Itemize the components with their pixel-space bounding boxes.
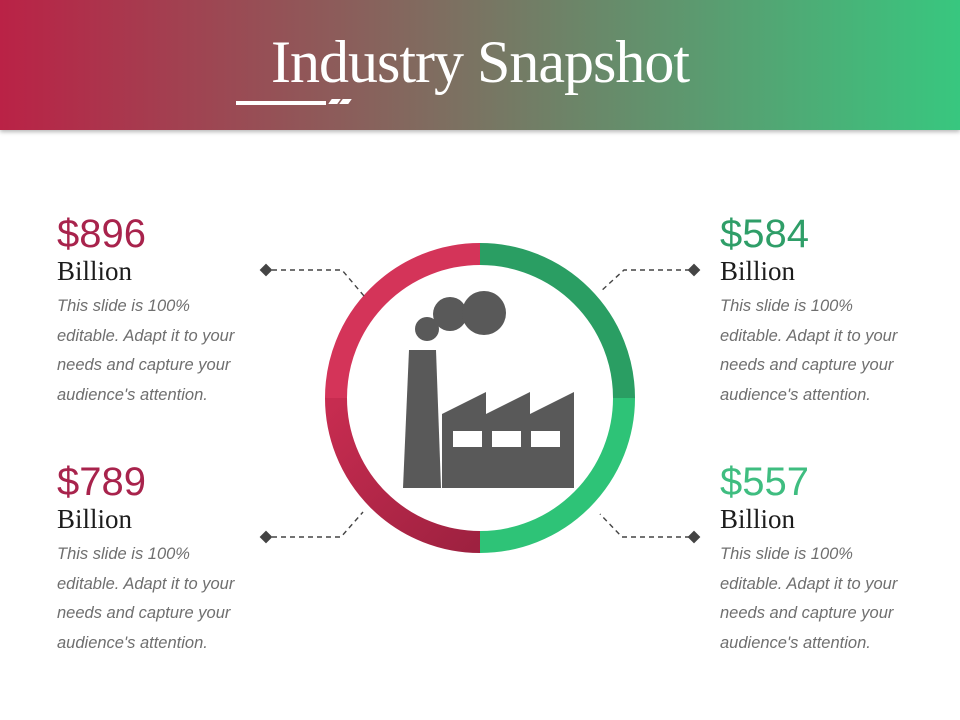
connector-bottom-left [272, 511, 364, 538]
slide-title: Industry Snapshot [271, 29, 690, 95]
diamond-marker-icon [687, 530, 701, 544]
stat-description: This slide is 100% editable. Adapt it to… [57, 292, 257, 410]
smoke-puff-icon [415, 317, 439, 341]
desc-line: audience's attention. [57, 385, 208, 404]
stat-description: This slide is 100% editable. Adapt it to… [57, 540, 257, 658]
stat-top-left: $896 Billion This slide is 100% editable… [57, 213, 257, 410]
callout-connectors [272, 269, 690, 538]
desc-line: This slide is 100% [720, 297, 853, 315]
ring-segment-bottom-right [479, 397, 635, 553]
diamond-marker-icon [259, 530, 273, 544]
stat-description: This slide is 100% editable. Adapt it to… [720, 292, 920, 410]
title-underline [236, 101, 326, 105]
connector-bottom-right [599, 513, 690, 538]
desc-line: editable. Adapt it to your [720, 574, 898, 593]
connector-top-right [599, 269, 690, 293]
desc-line: audience's attention. [720, 633, 871, 652]
desc-line: editable. Adapt it to your [720, 326, 898, 345]
desc-line: This slide is 100% [57, 545, 190, 563]
factory-chimney [403, 350, 441, 488]
ring-segment-top-left [325, 243, 481, 399]
stat-value: $896 [57, 212, 146, 256]
stat-unit: Billion [720, 504, 796, 534]
stat-unit: Billion [57, 256, 133, 286]
ring-segment-top-right [479, 243, 635, 399]
stat-value: $789 [57, 460, 146, 504]
desc-line: audience's attention. [720, 385, 871, 404]
stat-top-right: $584 Billion This slide is 100% editable… [720, 213, 920, 410]
stat-value: $584 [720, 212, 809, 256]
desc-line: audience's attention. [57, 633, 208, 652]
stat-bottom-right: $557 Billion This slide is 100% editable… [720, 461, 920, 658]
stat-unit: Billion [57, 504, 133, 534]
slide-header: Industry Snapshot [0, 0, 960, 130]
stat-bottom-left: $789 Billion This slide is 100% editable… [57, 461, 257, 658]
stat-unit: Billion [720, 256, 796, 286]
desc-line: This slide is 100% [57, 297, 190, 315]
desc-line: editable. Adapt it to your [57, 574, 235, 593]
stat-description: This slide is 100% editable. Adapt it to… [720, 540, 920, 658]
desc-line: needs and capture your [57, 604, 231, 622]
factory-window [492, 431, 521, 447]
factory-windows [453, 431, 560, 447]
factory-window [453, 431, 482, 447]
smoke-puff-icon [462, 291, 506, 335]
diamond-marker-icon [259, 263, 273, 277]
stat-value: $557 [720, 460, 809, 504]
desc-line: editable. Adapt it to your [57, 326, 235, 345]
desc-line: This slide is 100% [720, 545, 853, 563]
ring-segment-bottom-left [325, 397, 481, 553]
desc-line: needs and capture your [720, 604, 894, 622]
factory-window [531, 431, 560, 447]
diamond-marker-icon [687, 263, 701, 277]
desc-line: needs and capture your [720, 356, 894, 374]
connector-top-left [272, 269, 365, 297]
smoke-puff-icon [433, 297, 467, 331]
donut-ring [325, 243, 635, 553]
desc-line: needs and capture your [57, 356, 231, 374]
factory-icon [403, 291, 574, 488]
